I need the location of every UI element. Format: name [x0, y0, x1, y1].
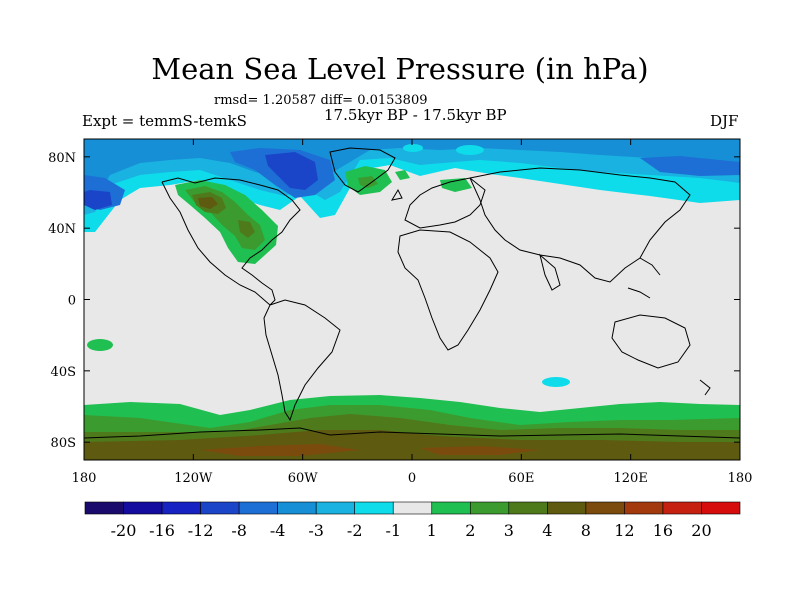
coast-africa: [397, 229, 499, 351]
coast-north-america-west: [161, 181, 271, 306]
colorbar-label: 8: [581, 521, 591, 540]
x-tick-label: 120E: [614, 471, 648, 486]
x-tick-label: 60E: [508, 471, 534, 486]
colorbar: -20 -16 -12 -8 -4 -3 -2 -1 1 2 3 4 8 12 16 20: [84, 501, 741, 540]
colorbar-label: 2: [465, 521, 475, 540]
north-dark-blue: [84, 148, 740, 210]
colorbar-swatch: [662, 501, 702, 515]
colorbar-swatch: [354, 501, 394, 515]
season-label: DJF: [710, 112, 739, 130]
colorbar-swatch: [701, 501, 741, 515]
colorbar-swatch: [200, 501, 240, 515]
coast-asia: [469, 167, 691, 283]
y-tick-label: 80N: [48, 151, 76, 166]
coast-antarctica: [84, 427, 740, 439]
colorbar-swatch: [84, 501, 124, 515]
greenland-green: [345, 166, 472, 195]
y-tick-label: 40S: [51, 365, 76, 380]
colorbar-label: -2: [347, 521, 363, 540]
y-tick-label: 0: [68, 294, 76, 309]
colorbar-label: 1: [427, 521, 437, 540]
y-tick-label: 40N: [48, 222, 76, 237]
colorbar-label: 20: [691, 521, 711, 540]
colorbar-swatch: [238, 501, 278, 515]
x-tick-label: 60W: [288, 471, 319, 486]
arctic-cyan-patch-1: [403, 144, 423, 152]
colorbar-swatch: [161, 501, 201, 515]
stats-text: rmsd= 1.20587 diff= 0.0153809: [214, 93, 428, 108]
colorbar-swatch: [624, 501, 664, 515]
coastlines: [84, 147, 740, 439]
x-tick-label: 180: [728, 471, 753, 486]
colorbar-label: -12: [188, 521, 214, 540]
colorbar-swatch: [392, 501, 433, 515]
greenland-darkgreen: [358, 176, 378, 188]
colorbar-label: -20: [111, 521, 137, 540]
coast-india: [539, 253, 561, 291]
south-pacific-patch: [87, 339, 113, 351]
antarctica-dark-brown: [200, 444, 540, 456]
colorbar-swatch: [123, 501, 163, 515]
colorbar-label: -4: [270, 521, 286, 540]
colorbar-swatch: [431, 501, 471, 515]
arctic-canada-core: [84, 152, 318, 210]
colorbar-label: -8: [231, 521, 247, 540]
y-tick-label: 80S: [51, 436, 76, 451]
colorbar-label: 16: [653, 521, 673, 540]
north-america-brown: [198, 197, 218, 209]
coast-greenland: [329, 147, 396, 193]
colorbar-label: 3: [504, 521, 514, 540]
period-text: 17.5kyr BP - 17.5kyr BP: [324, 106, 507, 124]
colorbar-label: -16: [149, 521, 175, 540]
coast-europe: [404, 177, 486, 229]
x-tick-label: 180: [72, 471, 97, 486]
x-tick-label: 120W: [174, 471, 213, 486]
coast-north-america: [161, 177, 301, 306]
coast-islands: [390, 188, 711, 396]
south-indian-patch: [542, 377, 570, 387]
arctic-cyan-patch-2: [456, 145, 484, 155]
colorbar-swatch: [277, 501, 317, 515]
colorbar-swatch: [469, 501, 510, 515]
colorbar-swatch: [585, 501, 625, 515]
colorbar-label: 4: [542, 521, 552, 540]
chart-title: Mean Sea Level Pressure (in hPa): [151, 52, 649, 86]
colorbar-label: -1: [385, 521, 401, 540]
coast-australia: [611, 314, 691, 369]
map-field: [84, 139, 740, 460]
colorbar-label: -3: [308, 521, 324, 540]
coast-south-america: [263, 299, 341, 422]
x-tick-label: 0: [408, 471, 416, 486]
colorbar-swatch: [508, 501, 548, 515]
experiment-label: Expt = temmS-temkS: [82, 112, 247, 130]
colorbar-label: 12: [614, 521, 634, 540]
colorbar-swatch: [315, 501, 356, 515]
colorbar-swatch: [547, 501, 587, 515]
axis-ticks: 180 120W 60W 0 60E 120E 180 80N 40N 0 40S 80S: [48, 139, 752, 486]
